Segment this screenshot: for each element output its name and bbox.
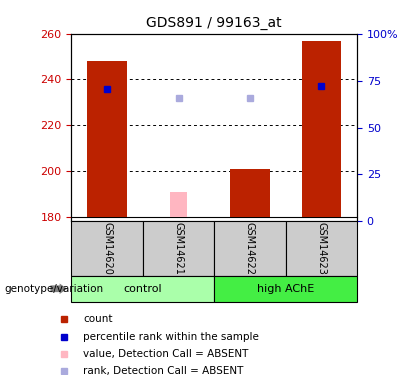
Bar: [214, 276, 357, 302]
Bar: [87, 61, 127, 217]
Bar: [286, 221, 357, 276]
Text: control: control: [123, 284, 162, 294]
Text: GSM14623: GSM14623: [316, 222, 326, 275]
Text: GSM14622: GSM14622: [245, 222, 255, 275]
Text: value, Detection Call = ABSENT: value, Detection Call = ABSENT: [83, 349, 249, 358]
Bar: [143, 221, 214, 276]
Text: percentile rank within the sample: percentile rank within the sample: [83, 332, 259, 342]
Text: genotype/variation: genotype/variation: [4, 284, 103, 294]
Bar: [214, 221, 286, 276]
Text: GSM14621: GSM14621: [173, 222, 184, 275]
Bar: [302, 40, 341, 217]
Bar: [71, 276, 214, 302]
Bar: [71, 221, 143, 276]
Bar: [170, 192, 187, 217]
Text: GSM14620: GSM14620: [102, 222, 112, 275]
Title: GDS891 / 99163_at: GDS891 / 99163_at: [147, 16, 282, 30]
Text: count: count: [83, 314, 113, 324]
Text: high AChE: high AChE: [257, 284, 314, 294]
Bar: [230, 169, 270, 217]
Text: rank, Detection Call = ABSENT: rank, Detection Call = ABSENT: [83, 366, 244, 375]
